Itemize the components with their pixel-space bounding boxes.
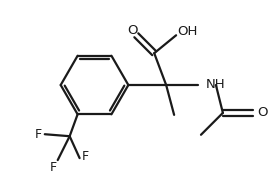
- Text: F: F: [35, 128, 42, 141]
- Text: OH: OH: [177, 25, 197, 38]
- Text: O: O: [258, 106, 268, 119]
- Text: F: F: [50, 161, 57, 174]
- Text: NH: NH: [206, 78, 226, 91]
- Text: O: O: [127, 24, 138, 37]
- Text: F: F: [82, 150, 89, 163]
